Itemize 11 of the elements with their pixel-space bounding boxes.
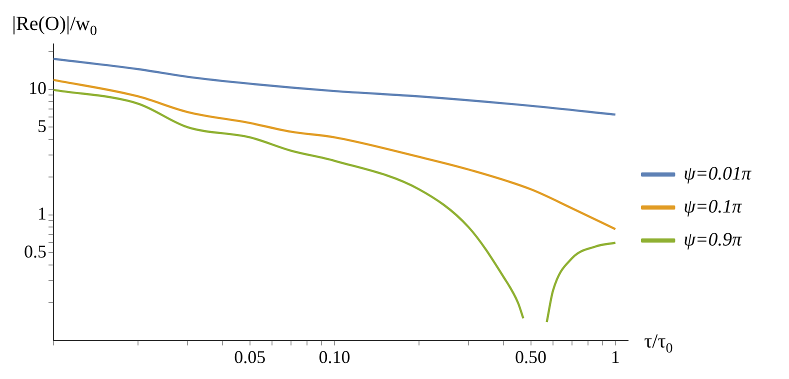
y-tick-label: 5: [38, 116, 46, 136]
legend-label: ψ=0.01π: [684, 164, 752, 184]
x-tick-label: 0.05: [234, 346, 266, 367]
x-tick-label: 1: [610, 346, 620, 367]
legend-label: ψ=0.1π: [684, 196, 742, 218]
legend-label: ψ=0.9π: [684, 230, 742, 250]
x-tick-label: 0.50: [515, 346, 547, 367]
x-tick-label: 0.10: [318, 346, 350, 367]
y-tick-label: 0.5: [24, 241, 46, 262]
y-tick-label: 10: [28, 78, 46, 98]
y-tick-label: 1: [38, 204, 46, 224]
